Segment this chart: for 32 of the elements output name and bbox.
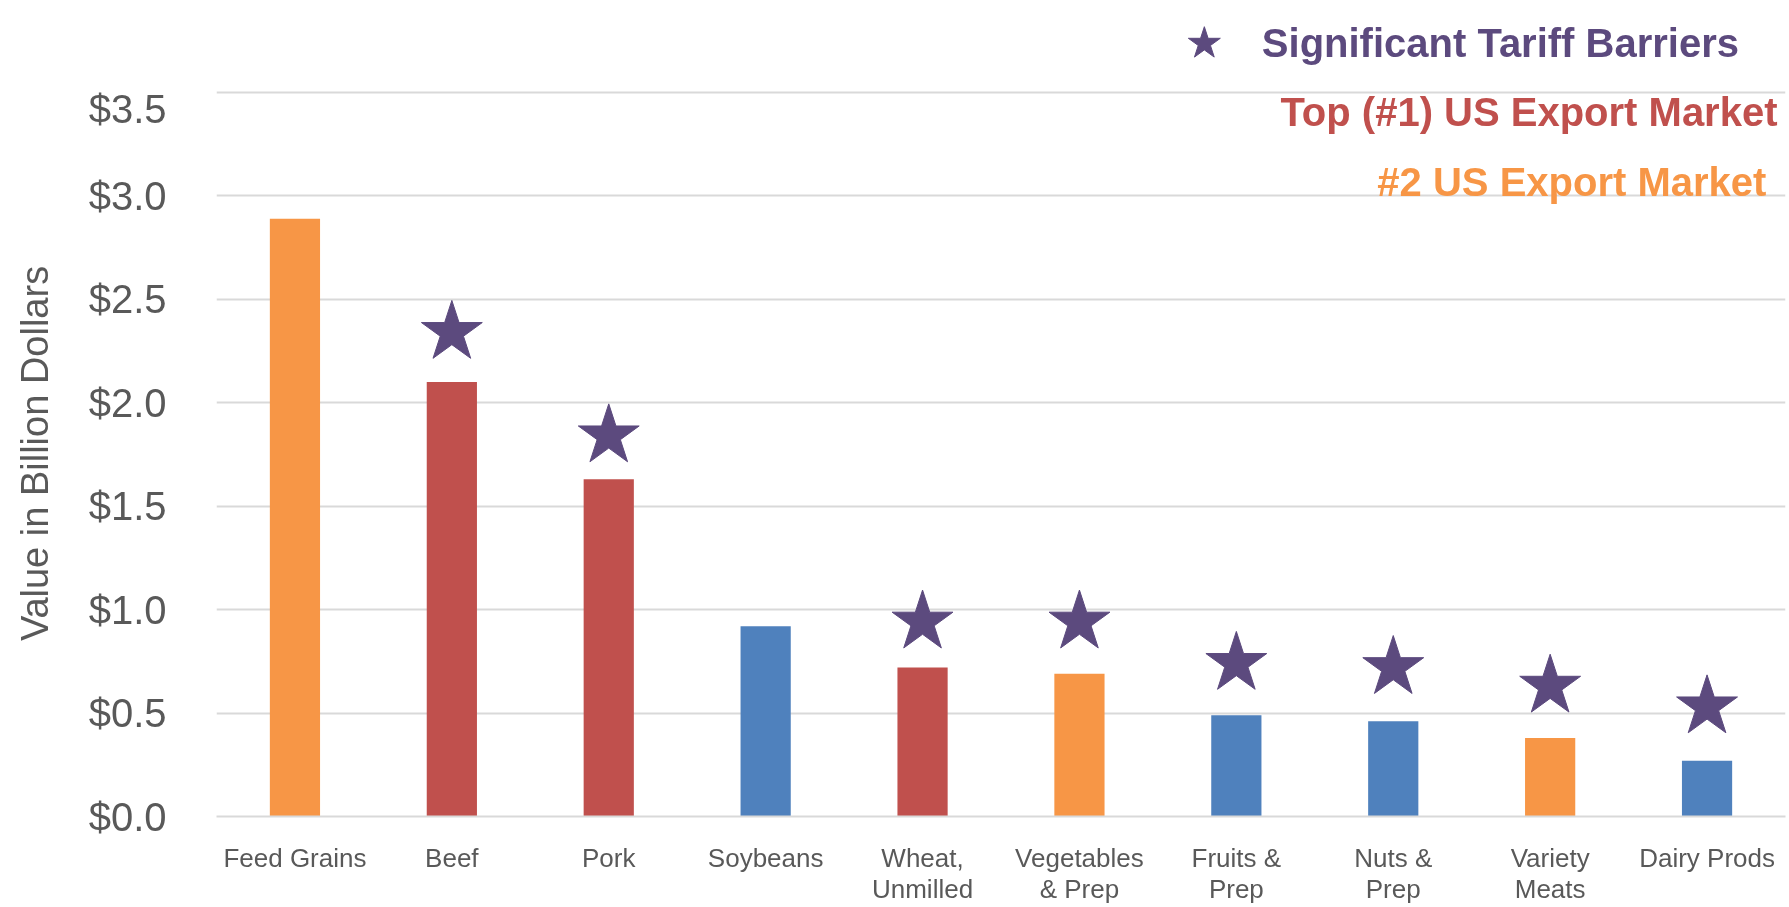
y-tick-label: $1.0: [88, 587, 167, 632]
y-tick-label: $3.0: [88, 173, 167, 218]
x-tick-label: Variety Meats: [1510, 842, 1590, 904]
y-tick-label: $3.5: [88, 86, 167, 131]
bar: [740, 626, 791, 817]
bar: [1054, 673, 1105, 817]
y-tick-label: $2.0: [88, 380, 167, 425]
bar: [426, 382, 477, 817]
y-tick-label: $2.5: [88, 277, 167, 322]
x-tick-label: Feed Grains: [223, 842, 367, 873]
x-tick-label: Nuts & Prep: [1354, 842, 1433, 904]
bar: [1211, 715, 1262, 817]
x-tick-label: Beef: [425, 842, 480, 873]
x-tick-label: Pork: [582, 842, 637, 873]
x-tick-label: Fruits & Prep: [1191, 842, 1282, 904]
text: #2 US Export Market: [1377, 159, 1767, 204]
legend-label: Significant Tariff Barriers: [1261, 20, 1739, 66]
text: Top (#1) US Export Market: [1280, 89, 1778, 134]
bar: [1368, 721, 1419, 817]
bar: [897, 667, 948, 817]
bar: [269, 218, 321, 817]
y-tick-label: $0.0: [88, 794, 167, 839]
x-tick-label: Soybeans: [707, 842, 824, 873]
x-tick-label: Dairy Prods: [1639, 842, 1775, 873]
y-tick-label: $0.5: [88, 691, 167, 736]
bar: [1525, 737, 1576, 817]
y-tick-label: $1.5: [88, 484, 167, 529]
bar: [583, 479, 634, 817]
x-tick-label: Wheat, Unmilled: [871, 842, 974, 904]
bar: [1681, 760, 1733, 817]
x-tick-label: Vegetables & Prep: [1015, 842, 1144, 904]
y-axis-title: Value in Billion Dollars: [13, 265, 56, 642]
